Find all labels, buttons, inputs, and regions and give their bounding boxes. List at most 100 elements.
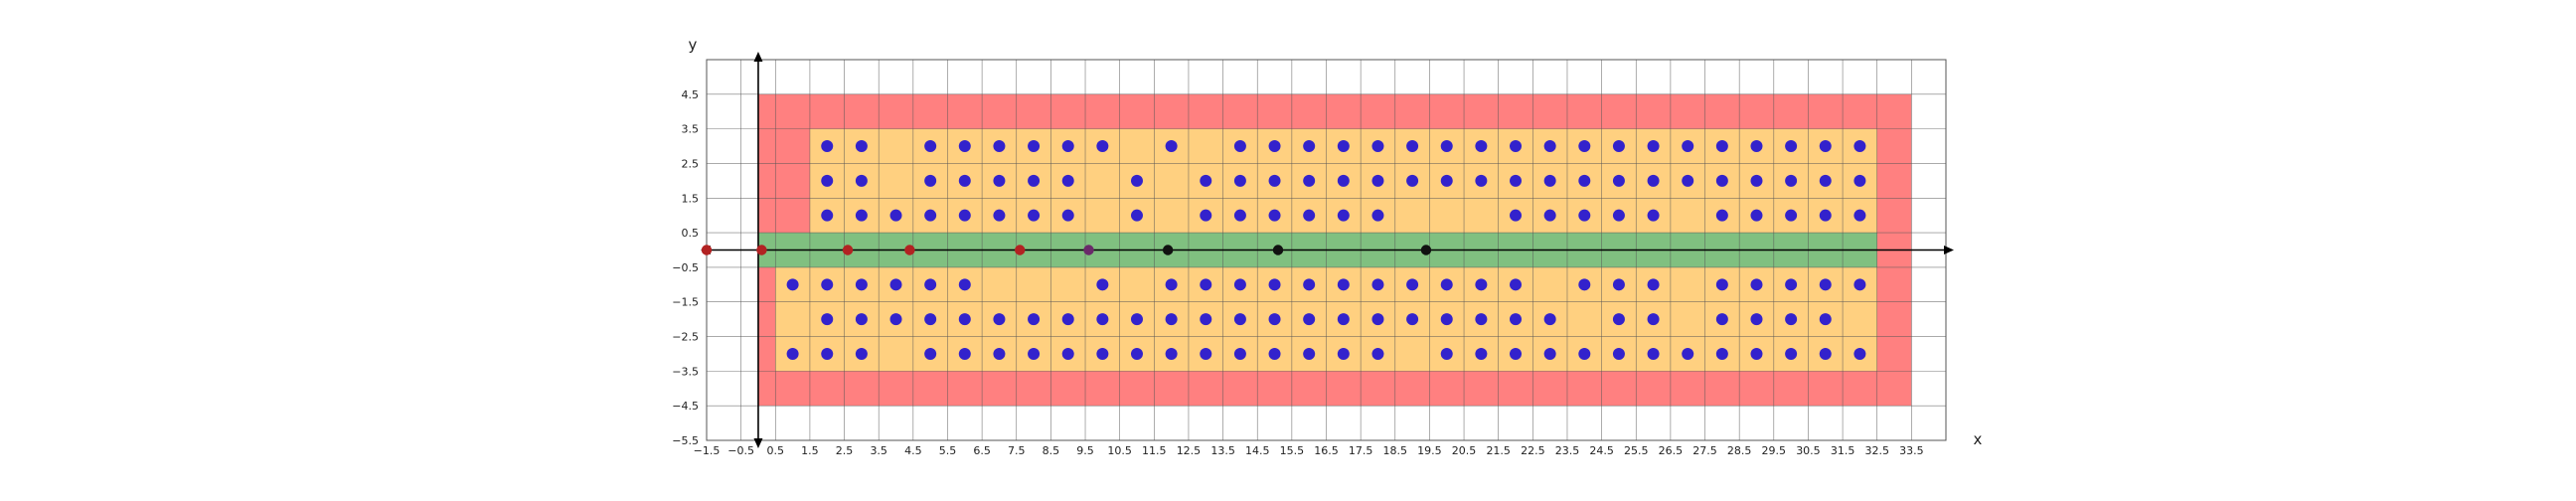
upper-point: [1165, 140, 1178, 153]
upper-point: [1028, 209, 1041, 222]
axis-point-black_dots: [1272, 245, 1284, 255]
x-tick-label: 22.5: [1521, 444, 1545, 457]
upper-point: [1578, 209, 1591, 222]
lower-point: [1337, 347, 1350, 360]
upper-point: [1337, 174, 1350, 187]
lower-point: [993, 347, 1006, 360]
y-tick-label: −4.5: [672, 400, 699, 413]
lower-point: [821, 278, 834, 291]
lower-point: [1130, 313, 1143, 326]
lower-point: [889, 313, 902, 326]
x-tick-label: 27.5: [1692, 444, 1717, 457]
lower-point: [1750, 278, 1763, 291]
lower-point: [1337, 278, 1350, 291]
x-tick-label: 24.5: [1589, 444, 1614, 457]
lower-point: [1440, 347, 1453, 360]
upper-point: [1371, 209, 1384, 222]
lower-point: [1578, 347, 1591, 360]
upper-point: [1853, 174, 1866, 187]
x-tick-label: 9.5: [1076, 444, 1094, 457]
upper-point: [993, 140, 1006, 153]
upper-point: [1096, 140, 1109, 153]
upper-point: [1233, 209, 1246, 222]
upper-point: [1337, 140, 1350, 153]
lower-point: [924, 313, 937, 326]
lower-point: [1785, 313, 1798, 326]
lower-point: [1715, 347, 1728, 360]
upper-point: [958, 140, 971, 153]
lower-point: [1510, 313, 1523, 326]
upper-point: [1510, 174, 1523, 187]
lower-point: [1612, 347, 1625, 360]
upper-point: [1440, 174, 1453, 187]
upper-point: [1578, 174, 1591, 187]
lower-point: [1268, 347, 1281, 360]
x-tick-label: 12.5: [1177, 444, 1202, 457]
upper-point: [1268, 140, 1281, 153]
x-tick-label: 5.5: [939, 444, 957, 457]
upper-point: [1647, 174, 1660, 187]
x-tick-label: −0.5: [727, 444, 754, 457]
lower-point: [1715, 313, 1728, 326]
x-tick-label: 6.5: [973, 444, 991, 457]
y-tick-label: −2.5: [672, 331, 699, 344]
upper-point: [958, 174, 971, 187]
upper-point: [1233, 174, 1246, 187]
lower-point: [958, 313, 971, 326]
lower-point: [1853, 347, 1866, 360]
lower-point: [1785, 347, 1798, 360]
lower-point: [1371, 313, 1384, 326]
lower-point: [1061, 347, 1074, 360]
upper-point: [1647, 209, 1660, 222]
lower-point: [1543, 347, 1556, 360]
x-axis-label: x: [1974, 430, 1983, 448]
axis-point-red_dots: [904, 245, 915, 255]
upper-point: [993, 174, 1006, 187]
x-tick-label: 15.5: [1280, 444, 1305, 457]
lower-point: [1647, 278, 1660, 291]
upper-point: [1130, 174, 1143, 187]
x-tick-label: 28.5: [1727, 444, 1752, 457]
lower-point: [1819, 313, 1832, 326]
upper-point: [1371, 140, 1384, 153]
upper-point: [1612, 140, 1625, 153]
x-tick-label: 31.5: [1831, 444, 1855, 457]
lower-point: [855, 313, 868, 326]
lower-point: [1268, 313, 1281, 326]
upper-point: [1028, 140, 1041, 153]
x-tick-label: 30.5: [1796, 444, 1821, 457]
upper-point: [1337, 209, 1350, 222]
x-tick-label: 26.5: [1659, 444, 1684, 457]
lower-point: [1337, 313, 1350, 326]
lower-point: [889, 278, 902, 291]
points-layer: [701, 140, 1866, 360]
lower-point: [1233, 347, 1246, 360]
y-tick-label: 4.5: [682, 88, 700, 101]
lower-point: [1543, 313, 1556, 326]
y-tick-label: 2.5: [682, 157, 700, 170]
lower-point: [1406, 313, 1419, 326]
lower-point: [1612, 313, 1625, 326]
lower-point: [1475, 313, 1488, 326]
upper-point: [821, 174, 834, 187]
upper-point: [1543, 140, 1556, 153]
upper-point: [1578, 140, 1591, 153]
upper-point: [1682, 174, 1694, 187]
y-axis-arrow-down: [753, 438, 763, 448]
lower-point: [855, 347, 868, 360]
lower-point: [1510, 347, 1523, 360]
lower-point: [1785, 278, 1798, 291]
lower-point: [821, 313, 834, 326]
lower-point: [993, 313, 1006, 326]
axis-point-black_dots: [1420, 245, 1432, 255]
upper-point: [1819, 140, 1832, 153]
lower-point: [1612, 278, 1625, 291]
lower-point: [1371, 347, 1384, 360]
upper-point: [1785, 140, 1798, 153]
lower-point: [1028, 313, 1041, 326]
lower-point: [1750, 313, 1763, 326]
upper-point: [1715, 140, 1728, 153]
upper-point: [993, 209, 1006, 222]
lower-point: [1096, 278, 1109, 291]
upper-point: [1130, 209, 1143, 222]
